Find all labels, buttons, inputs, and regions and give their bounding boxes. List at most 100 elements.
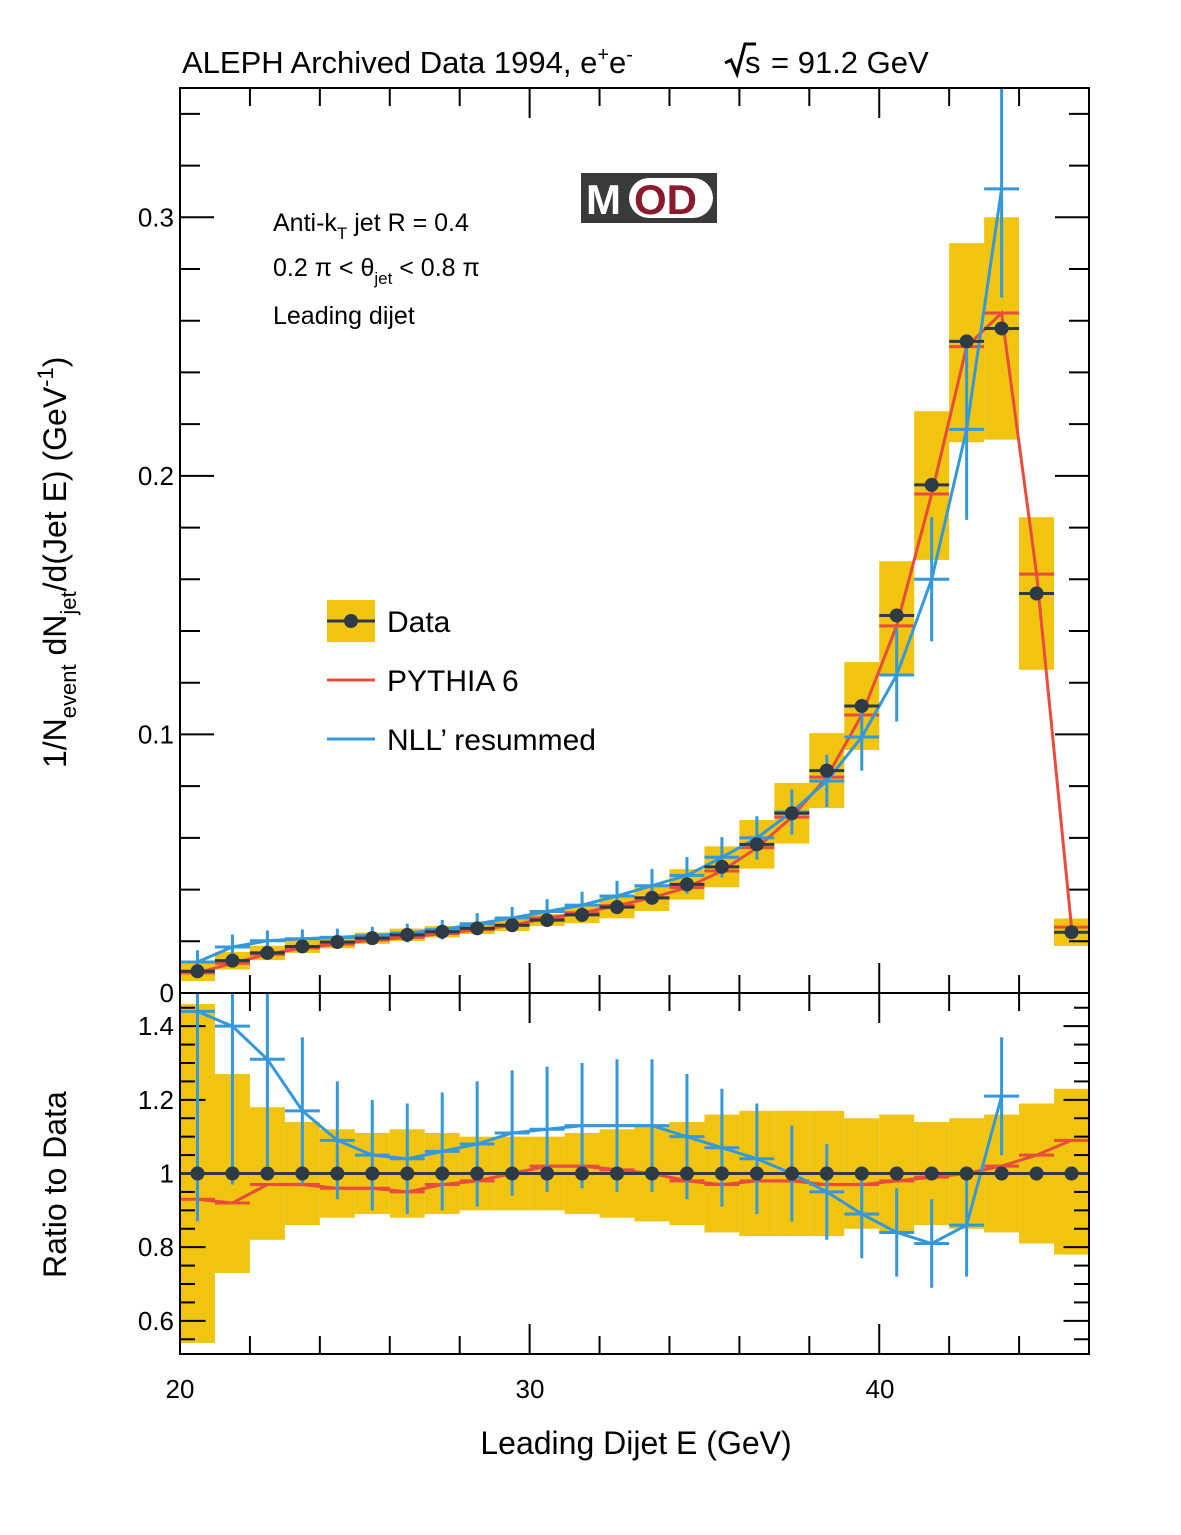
- data-point: [260, 1166, 275, 1181]
- data-point: [400, 927, 415, 942]
- title-energy: = 91.2 GeV: [771, 45, 929, 80]
- data-point: [994, 1166, 1009, 1181]
- data-point: [889, 608, 904, 623]
- ylabel-p3: /d(Jet E) (GeV: [37, 386, 73, 591]
- data-point: [470, 1166, 485, 1181]
- data-point: [784, 806, 799, 821]
- data-point: [435, 924, 450, 939]
- data-point: [1064, 1166, 1079, 1181]
- ylabel-p4: ): [37, 357, 73, 368]
- bottom-y-axis-title: Ratio to Data: [37, 1091, 73, 1278]
- annotations: Anti-kT jet R = 0.4 0.2 π < θjet < 0.8 π…: [273, 209, 480, 330]
- legend-label-pythia: PYTHIA 6: [387, 665, 519, 698]
- data-point: [714, 1166, 729, 1181]
- data-point: [924, 1166, 939, 1181]
- data-point: [505, 918, 520, 933]
- top-y-axis-title: 1/Nevent dNjet/d(Jet E) (GeV-1): [33, 357, 81, 768]
- annotation-leading-dijet: Leading dijet: [273, 302, 415, 330]
- data-point: [784, 1166, 799, 1181]
- logo-pill: [629, 178, 713, 218]
- y-tick-label: 1: [160, 1159, 174, 1189]
- legend-entry-nll: NLL’ resummed: [327, 724, 596, 757]
- data-point: [190, 964, 205, 979]
- x-tick-40: 40: [866, 1374, 895, 1404]
- chart-title: ALEPH Archived Data 1994, e+e- s = 91.2 …: [182, 42, 929, 80]
- data-point: [505, 1166, 520, 1181]
- data-point: [365, 931, 380, 946]
- sqrt-icon: [724, 42, 756, 79]
- data-point: [610, 1166, 625, 1181]
- data-point: [889, 1166, 904, 1181]
- data-point: [330, 1166, 345, 1181]
- y-tick-label: 1.2: [138, 1085, 174, 1115]
- y-tick-label: 0.3: [138, 202, 174, 232]
- annot1-post: jet R = 0.4: [347, 209, 469, 237]
- ratio-data-series: [180, 1166, 1089, 1181]
- mod-logo: M OD: [581, 173, 717, 223]
- bottom-panel: 0.6 0.8 1 1.2 1.4: [138, 992, 1090, 1355]
- data-point: [819, 763, 834, 778]
- y-tick-label: 1.4: [138, 1011, 174, 1041]
- data-point: [819, 1166, 834, 1181]
- chart-title-text: ALEPH Archived Data 1994, e+e-: [182, 44, 633, 80]
- title-sup-minus: -: [626, 44, 633, 66]
- annot2-sub: jet: [373, 269, 392, 288]
- data-point: [435, 1166, 450, 1181]
- data-point: [575, 1166, 590, 1181]
- data-point: [330, 935, 345, 950]
- annot2-post: < 0.8 π: [392, 254, 479, 282]
- ylabel-s1: event: [56, 664, 81, 718]
- data-point: [1029, 586, 1044, 601]
- data-point: [714, 859, 729, 874]
- data-point: [749, 837, 764, 852]
- y-tick-label: 0.6: [138, 1306, 174, 1336]
- data-point: [959, 1166, 974, 1181]
- data-point: [1064, 925, 1079, 940]
- y-tick-label: 0: [160, 978, 174, 1008]
- data-point: [295, 1166, 310, 1181]
- ylabel-s2: jet: [56, 591, 81, 615]
- data-point: [295, 939, 310, 954]
- legend-entry-pythia: PYTHIA 6: [327, 665, 519, 698]
- legend: Data PYTHIA 6 NLL’ resummed: [327, 600, 596, 757]
- data-point: [644, 890, 659, 905]
- data-point: [540, 1166, 555, 1181]
- bottom-axis-ticks: [179, 993, 1090, 1354]
- data-point: [190, 1166, 205, 1181]
- data-point: [225, 953, 240, 968]
- data-point: [470, 921, 485, 936]
- data-point: [679, 877, 694, 892]
- data-point: [400, 1166, 415, 1181]
- legend-label-data: Data: [387, 606, 451, 639]
- ylabel-p1: 1/N: [37, 718, 73, 768]
- data-series: [180, 321, 1089, 979]
- bottom-frame: [179, 992, 1090, 1355]
- legend-data-marker: [344, 614, 358, 628]
- y-tick-label: 0.1: [138, 719, 174, 749]
- annot1-sub: T: [337, 224, 347, 243]
- annot2-pre: 0.2 π < θ: [273, 254, 374, 282]
- data-point: [749, 1166, 764, 1181]
- data-point: [225, 1166, 240, 1181]
- ylabel-p2: dN: [37, 615, 73, 665]
- data-point: [365, 1166, 380, 1181]
- logo-letter-m: M: [586, 176, 621, 223]
- annotation-theta-cut: 0.2 π < θjet < 0.8 π: [273, 254, 480, 288]
- ylabel-s3: -1: [33, 367, 58, 387]
- title-sup-plus: +: [597, 44, 609, 66]
- y-tick-label: 0.2: [138, 461, 174, 491]
- title-main: ALEPH Archived Data 1994, e: [182, 45, 597, 80]
- legend-entry-data: Data: [327, 600, 451, 642]
- data-point: [260, 945, 275, 960]
- x-axis-title: Leading Dijet E (GeV): [480, 1425, 791, 1461]
- bottom-y-tick-labels: 0.6 0.8 1 1.2 1.4: [138, 1011, 174, 1336]
- x-tick-20: 20: [166, 1374, 195, 1404]
- annotation-jet-algorithm: Anti-kT jet R = 0.4: [273, 209, 469, 243]
- data-point: [679, 1166, 694, 1181]
- data-point: [540, 913, 555, 928]
- data-point: [924, 477, 939, 492]
- logo-letters-od: OD: [634, 176, 697, 223]
- data-point: [994, 321, 1009, 336]
- data-point: [1029, 1166, 1044, 1181]
